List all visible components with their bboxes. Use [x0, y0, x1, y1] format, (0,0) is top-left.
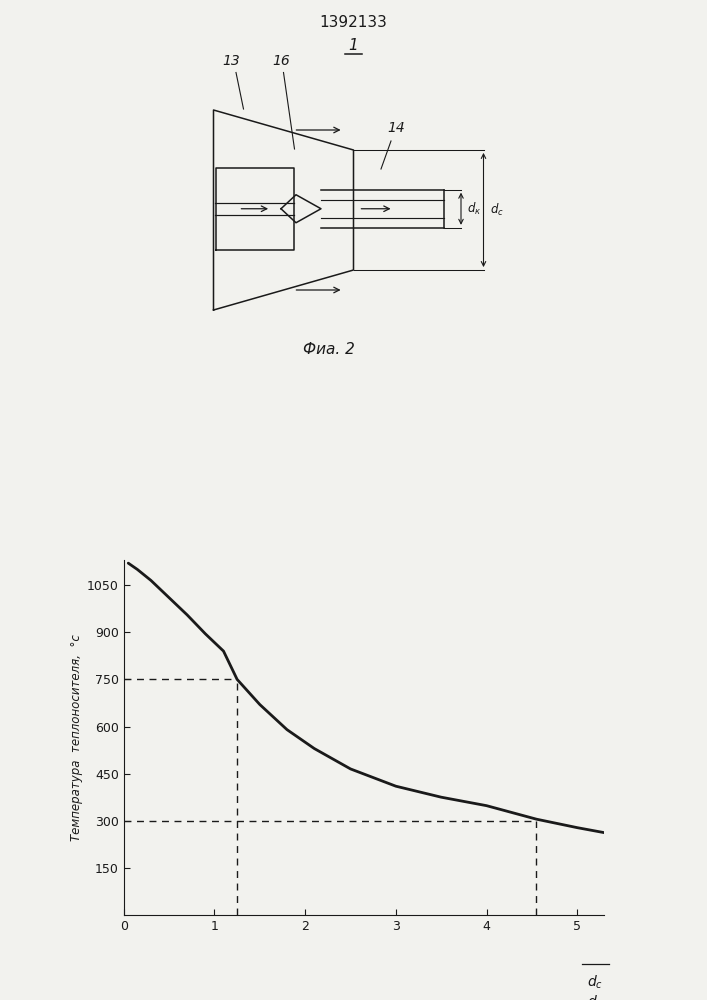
- Text: Фиа. 2: Фиа. 2: [303, 342, 354, 358]
- Text: 1392133: 1392133: [320, 15, 387, 30]
- Text: $d_с$: $d_с$: [489, 202, 503, 218]
- Text: $d_к$: $d_к$: [587, 994, 604, 1000]
- Text: 13: 13: [222, 54, 240, 68]
- Y-axis label: Температура  теплоносителя,  °с: Температура теплоносителя, °с: [70, 634, 83, 841]
- Text: 1: 1: [349, 37, 358, 52]
- Text: 16: 16: [272, 54, 290, 68]
- Text: $d_к$: $d_к$: [467, 201, 481, 217]
- Text: $d_c$: $d_c$: [588, 973, 604, 991]
- Text: 14: 14: [387, 121, 405, 135]
